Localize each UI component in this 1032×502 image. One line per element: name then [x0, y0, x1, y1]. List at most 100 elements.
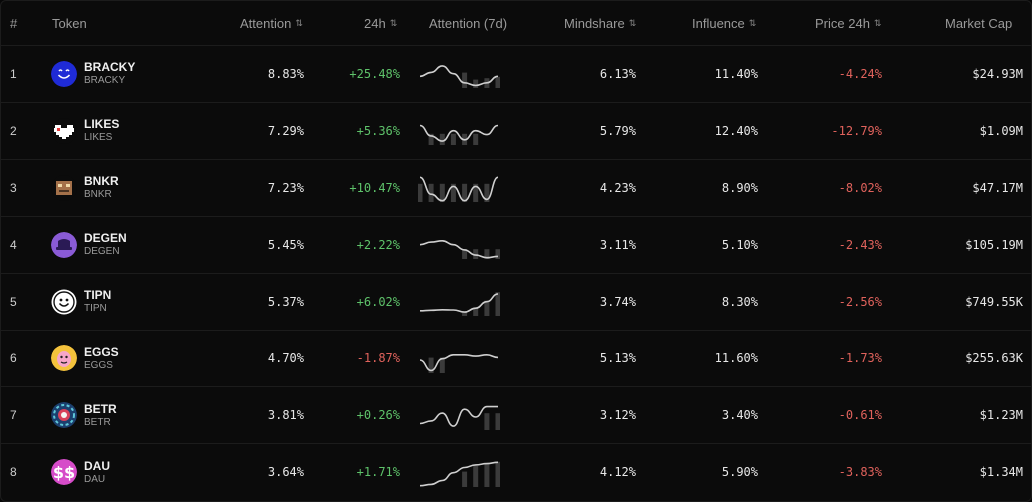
price-24h-value: -8.02%: [838, 180, 882, 195]
blue-smiley-face-icon: [51, 60, 77, 87]
sparkline-bar: [473, 249, 479, 260]
header-token: Token: [52, 15, 87, 31]
sort-icon[interactable]: ⇅: [628, 17, 637, 28]
attention-sparkline: [419, 125, 499, 146]
mindshare-value: 4.12%: [599, 465, 636, 480]
token-symbol: BNKR: [84, 189, 112, 201]
market-cap-value: $1.09M: [979, 123, 1023, 138]
sort-icon[interactable]: ⇅: [873, 17, 882, 28]
token-cell[interactable]: BETR BETR: [51, 387, 117, 443]
header-24h[interactable]: 24h ⇅: [364, 1, 397, 45]
sparkline-bar: [484, 462, 490, 487]
row-index: 8: [10, 465, 17, 480]
pixel-heart-icon: [51, 117, 77, 144]
token-name[interactable]: TIPN: [84, 288, 112, 303]
row-index: 6: [10, 351, 17, 366]
header-price-24h-label: Price 24h: [815, 15, 870, 31]
poker-chip-icon: [51, 402, 77, 429]
token-name[interactable]: BNKR: [84, 174, 119, 189]
sparkline-bar: [462, 471, 468, 487]
token-text: BNKR BNKR: [84, 174, 119, 201]
token-name[interactable]: DEGEN: [84, 231, 127, 246]
attention-value: 8.83%: [267, 66, 304, 81]
row-index: 3: [10, 180, 17, 195]
sparkline-line: [419, 405, 498, 427]
sparkline-bar: [473, 307, 479, 317]
sparkline-bar: [418, 184, 423, 203]
header-attention[interactable]: Attention ⇅: [240, 1, 303, 45]
attention-value: 4.70%: [267, 351, 304, 366]
sparkline-bar: [450, 134, 456, 146]
token-cell[interactable]: DEGEN DEGEN: [51, 217, 127, 273]
table-row[interactable]: 2 LIKES LIKES 7.29% +5.36% 5.79% 12.40% -12.79%…: [1, 101, 1031, 159]
price-24h-value: -3.83%: [838, 465, 882, 480]
attention-value: 3.81%: [267, 408, 304, 423]
token-name[interactable]: BRACKY: [84, 60, 136, 75]
mindshare-value: 5.13%: [599, 351, 636, 366]
sparkline-bar: [495, 249, 500, 260]
header-influence-label: Influence: [692, 15, 745, 31]
token-name[interactable]: EGGS: [84, 344, 119, 359]
sort-icon[interactable]: ⇅: [389, 17, 398, 28]
token-name[interactable]: LIKES: [84, 117, 120, 132]
mindshare-value: 3.12%: [599, 408, 636, 423]
header-mindshare[interactable]: Mindshare ⇅: [564, 1, 636, 45]
table-row[interactable]: 8 $$ DAU DAU 3.64% +1.71% 4.12% 5.90% -3.83% $1.3…: [1, 443, 1031, 500]
price-24h-value: -2.43%: [838, 237, 882, 252]
sparkline-bar: [439, 357, 445, 373]
token-cell[interactable]: BRACKY BRACKY: [51, 46, 135, 102]
white-smiley-face-icon: [51, 289, 77, 315]
sparkline-bar: [462, 249, 468, 260]
table-row[interactable]: 7 BETR BETR 3.81% +0.26% 3.12% 3.40% -0.61% $1.2…: [1, 386, 1031, 443]
sparkline-line: [419, 65, 499, 87]
sparkline-bar: [439, 134, 445, 146]
sparkline-bar: [462, 184, 468, 203]
token-name[interactable]: DAU: [84, 458, 110, 473]
token-cell[interactable]: EGGS EGGS: [51, 331, 119, 387]
header-price-24h[interactable]: Price 24h ⇅: [815, 1, 881, 45]
change-24h-value: +2.22%: [356, 237, 400, 252]
token-text: BRACKY BRACKY: [84, 60, 135, 87]
sparkline-line: [419, 125, 499, 143]
token-cell[interactable]: LIKES LIKES: [51, 103, 119, 159]
table-row[interactable]: 5 TIPN TIPN 5.37% +6.02% 3.74% 8.30% -2.56% $749…: [1, 272, 1031, 330]
header-market-cap[interactable]: Market Cap: [945, 15, 1013, 31]
attention-value: 7.29%: [267, 123, 304, 138]
token-symbol: DEGEN: [84, 246, 120, 258]
token-cell[interactable]: BNKR BNKR: [51, 160, 119, 216]
change-24h-value: +25.48%: [349, 66, 400, 81]
table-row[interactable]: 1 BRACKY BRACKY 8.83% +25.48% 6.13% 11.40% -4.2…: [1, 45, 1031, 102]
token-symbol: BETR: [84, 416, 111, 428]
change-24h-value: +1.71%: [356, 465, 400, 480]
token-symbol: LIKES: [84, 132, 113, 144]
svg-text:$$: $$: [53, 463, 75, 482]
sparkline-bar: [428, 184, 434, 203]
sparkline-line: [419, 461, 499, 487]
header-influence[interactable]: Influence ⇅: [692, 1, 756, 45]
table-row[interactable]: 3 BNKR BNKR 7.23% +10.47% 4.23% 8.90% -8.02% $47…: [1, 158, 1031, 216]
attention-value: 5.45%: [267, 237, 304, 252]
influence-value: 5.10%: [721, 237, 758, 252]
sparkline-bar: [428, 134, 434, 146]
sparkline-bar: [484, 413, 490, 430]
sort-icon[interactable]: ⇅: [748, 17, 757, 28]
attention-sparkline: [419, 405, 500, 430]
sparkline-bar: [473, 465, 479, 487]
token-name[interactable]: BETR: [84, 401, 117, 416]
price-24h-value: -0.61%: [838, 408, 882, 423]
attention-sparkline: [418, 176, 499, 203]
token-cell[interactable]: $$ DAU DAU: [51, 444, 110, 500]
table-row[interactable]: 4 DEGEN DEGEN 5.45% +2.22% 3.11% 5.10% -2.43% $1…: [1, 215, 1031, 273]
sort-icon[interactable]: ⇅: [295, 17, 303, 28]
token-text: LIKES LIKES: [84, 117, 119, 144]
token-cell[interactable]: TIPN TIPN: [51, 274, 111, 330]
table-row[interactable]: 6 EGGS EGGS 4.70% -1.87% 5.13% 11.60% -1.73% $25…: [1, 329, 1031, 387]
influence-value: 11.60%: [714, 351, 758, 366]
attention-sparkline: [419, 461, 500, 487]
change-24h-value: +6.02%: [356, 294, 400, 309]
sparkline-bar: [484, 249, 490, 260]
change-24h-value: +0.26%: [356, 408, 400, 423]
sparkline-bar: [473, 134, 479, 146]
market-cap-value: $255.63K: [965, 351, 1023, 366]
token-symbol: BRACKY: [84, 75, 126, 87]
